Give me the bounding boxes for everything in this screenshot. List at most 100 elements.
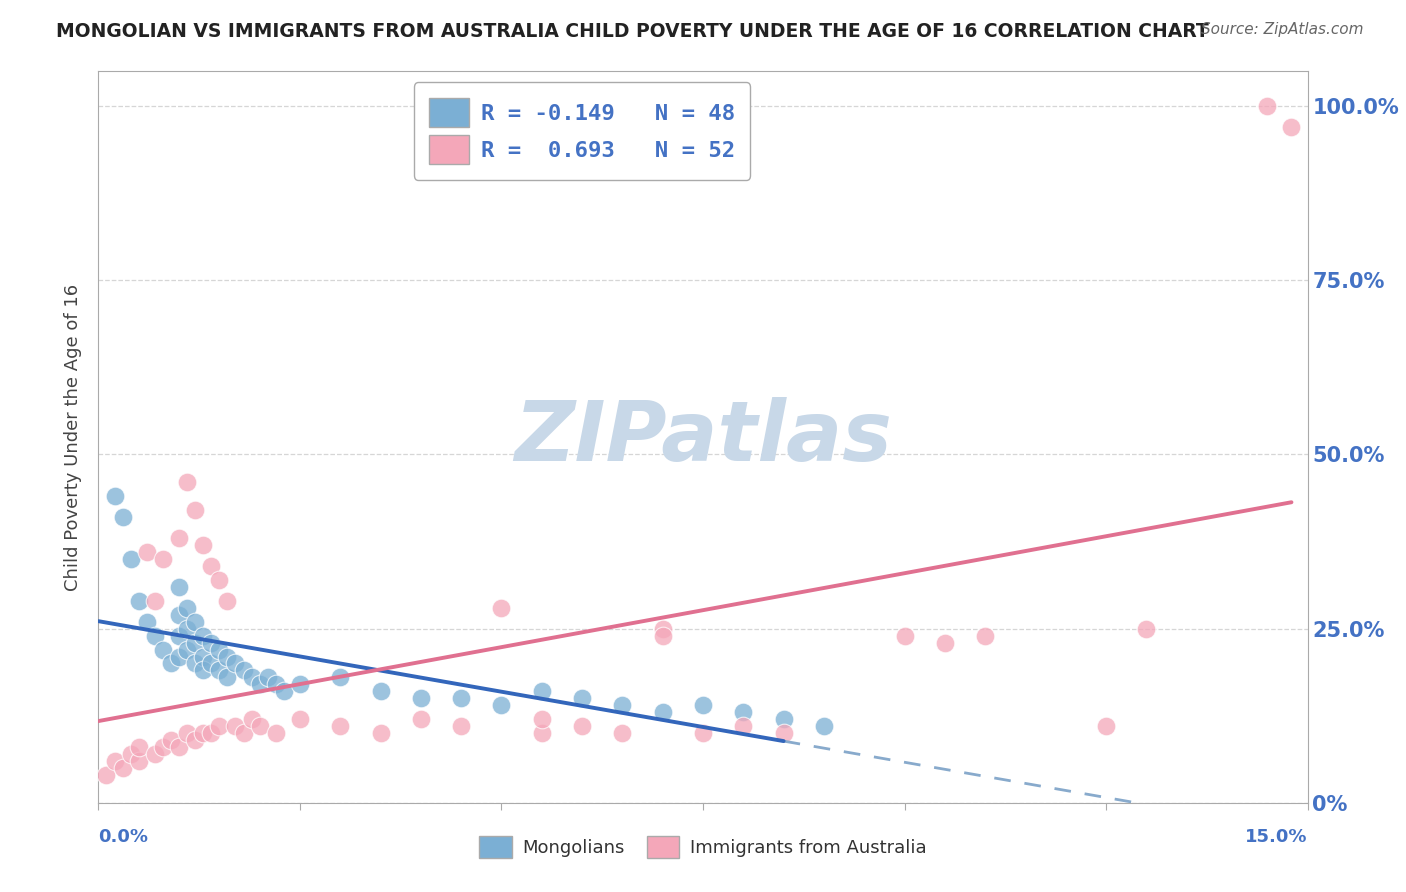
Point (135, 615, 157, 629)
Point (193, 649, 215, 664)
Point (217, 649, 239, 664)
Point (651, 622, 673, 636)
Point (128, 740, 150, 755)
Point (152, 642, 174, 657)
Text: 0.0%: 0.0% (98, 828, 149, 846)
Point (232, 726, 254, 740)
Point (491, 600, 513, 615)
Point (167, 629, 190, 643)
Point (571, 719, 593, 733)
Point (160, 733, 183, 747)
Point (103, 489, 125, 503)
Point (530, 684, 553, 698)
Point (249, 719, 271, 733)
Point (217, 594, 239, 608)
Point (651, 705, 673, 719)
Point (264, 677, 287, 691)
Point (184, 733, 207, 747)
Point (288, 712, 311, 726)
Point (193, 629, 215, 643)
Point (612, 698, 634, 713)
Point (200, 635, 222, 649)
Point (120, 552, 142, 566)
Point (288, 677, 311, 691)
Point (450, 691, 472, 706)
Point (200, 726, 222, 740)
Point (733, 719, 755, 733)
Point (329, 670, 352, 684)
Point (111, 510, 134, 524)
Text: MONGOLIAN VS IMMIGRANTS FROM AUSTRALIA CHILD POVERTY UNDER THE AGE OF 16 CORRELA: MONGOLIAN VS IMMIGRANTS FROM AUSTRALIA C… (56, 22, 1209, 41)
Point (96, 768, 118, 782)
Point (200, 657, 222, 671)
Point (208, 664, 231, 678)
Point (120, 747, 142, 761)
Point (530, 726, 553, 740)
Point (160, 657, 183, 671)
Point (224, 657, 246, 671)
Point (240, 670, 263, 684)
Point (128, 754, 150, 768)
Point (152, 740, 174, 755)
Point (249, 677, 271, 691)
Point (193, 726, 215, 740)
Point (135, 545, 157, 559)
Point (409, 712, 432, 726)
Point (143, 629, 166, 643)
Point (733, 705, 755, 719)
Point (200, 558, 222, 573)
Point (217, 670, 239, 684)
Point (143, 594, 166, 608)
Point (128, 594, 150, 608)
Point (152, 552, 174, 566)
Point (1095, 719, 1118, 733)
Point (256, 670, 278, 684)
Point (409, 691, 432, 706)
Point (232, 664, 254, 678)
Point (692, 698, 714, 713)
Point (530, 712, 553, 726)
Text: ZIPatlas: ZIPatlas (515, 397, 891, 477)
Point (167, 580, 190, 594)
Point (1135, 622, 1157, 636)
Point (167, 649, 190, 664)
Point (208, 573, 231, 587)
Point (184, 503, 207, 517)
Point (370, 726, 392, 740)
Point (184, 615, 207, 629)
Point (167, 531, 190, 545)
Point (224, 719, 246, 733)
Point (184, 657, 207, 671)
Point (974, 629, 997, 643)
Point (111, 761, 134, 775)
Point (571, 691, 593, 706)
Legend: Mongolians, Immigrants from Australia: Mongolians, Immigrants from Australia (470, 827, 936, 867)
Point (329, 719, 352, 733)
Point (1281, 120, 1303, 134)
Point (264, 726, 287, 740)
Point (176, 600, 198, 615)
Point (240, 712, 263, 726)
Text: Source: ZipAtlas.com: Source: ZipAtlas.com (1201, 22, 1364, 37)
Point (772, 712, 794, 726)
Text: 15.0%: 15.0% (1246, 828, 1308, 846)
Point (1256, 99, 1278, 113)
Point (370, 684, 392, 698)
Point (167, 740, 190, 755)
Point (651, 629, 673, 643)
Point (450, 719, 472, 733)
Point (934, 635, 956, 649)
Point (893, 629, 915, 643)
Point (208, 719, 231, 733)
Point (176, 726, 198, 740)
Point (193, 664, 215, 678)
Point (273, 684, 295, 698)
Point (813, 719, 835, 733)
Point (491, 698, 513, 713)
Point (176, 475, 198, 490)
Point (167, 607, 190, 622)
Point (193, 538, 215, 552)
Point (103, 754, 125, 768)
Point (612, 726, 634, 740)
Point (184, 635, 207, 649)
